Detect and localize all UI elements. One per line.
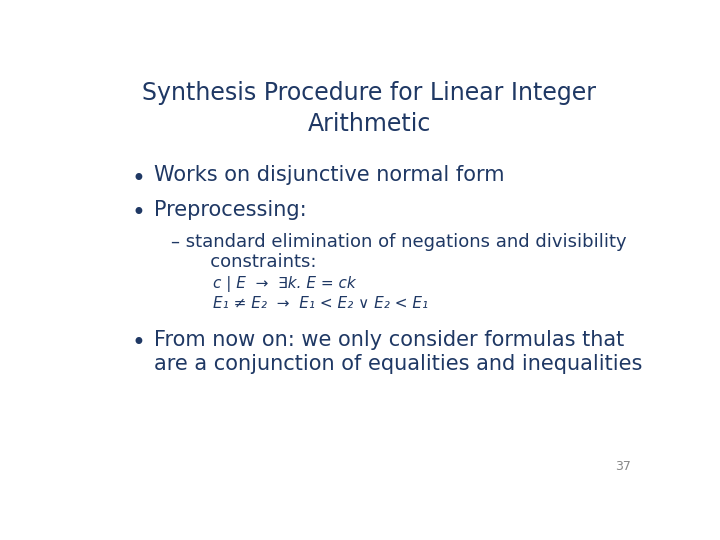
Text: •: • (132, 331, 145, 355)
Text: 37: 37 (616, 460, 631, 473)
Text: From now on: we only consider formulas that: From now on: we only consider formulas t… (154, 329, 624, 350)
Text: E₁ ≠ E₂  →  E₁ < E₂ ∨ E₂ < E₁: E₁ ≠ E₂ → E₁ < E₂ ∨ E₂ < E₁ (213, 295, 428, 310)
Text: Synthesis Procedure for Linear Integer
Arithmetic: Synthesis Procedure for Linear Integer A… (142, 82, 596, 136)
Text: constraints:: constraints: (193, 253, 317, 271)
Text: – standard elimination of negations and divisibility: – standard elimination of negations and … (171, 233, 626, 251)
Text: •: • (132, 201, 145, 225)
Text: c | E  →  ∃k. E = ck: c | E → ∃k. E = ck (213, 276, 356, 292)
Text: are a conjunction of equalities and inequalities: are a conjunction of equalities and ineq… (154, 354, 642, 374)
Text: Works on disjunctive normal form: Works on disjunctive normal form (154, 165, 505, 185)
Text: Preprocessing:: Preprocessing: (154, 200, 307, 220)
Text: •: • (132, 167, 145, 191)
